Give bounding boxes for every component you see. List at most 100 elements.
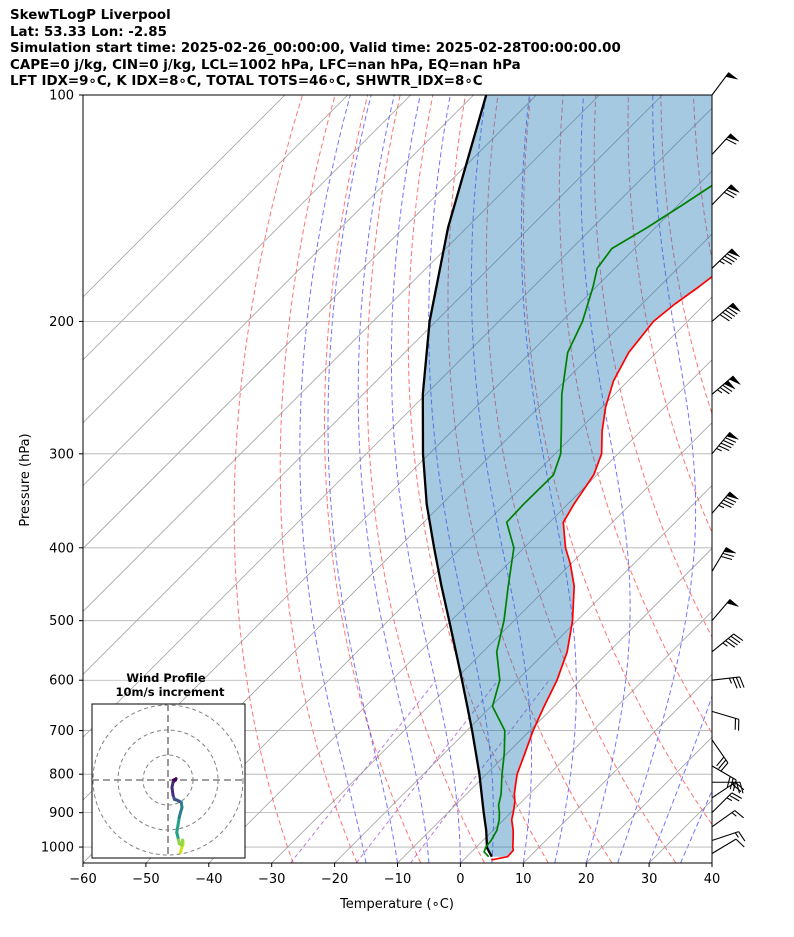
wind-barb (711, 375, 741, 395)
wind-barb-flag (726, 491, 739, 500)
wind-barb (711, 633, 744, 653)
wind-barb-full (738, 831, 746, 842)
wind-barb-flag (725, 72, 738, 80)
wind-barb-flag (723, 547, 736, 554)
dry-adiabat (558, 95, 712, 735)
dry-adiabat (726, 95, 794, 863)
isotherm (83, 95, 286, 298)
isotherm (83, 95, 411, 424)
wind-barb-full (726, 189, 737, 196)
wind-barb-half (734, 832, 739, 838)
y-tick-label: 1000 (41, 841, 74, 856)
wind-barb-full (722, 552, 734, 558)
wind-barb-full (732, 779, 737, 792)
wind-barb-shaft (711, 710, 739, 720)
cape-cin-shading (422, 95, 712, 857)
wind-barb-full (722, 439, 734, 446)
wind-barb-full (716, 756, 725, 767)
wind-barb-shaft (711, 838, 737, 855)
wind-barb (711, 831, 746, 842)
wind-barb (711, 491, 739, 514)
moist-adiabat (357, 95, 430, 863)
axis-ticks: −60 −50 −40 −30 −20 −10 0 10 20 30 40 1000 900 800 700… (41, 89, 720, 888)
wind-barb (711, 838, 745, 855)
wind-barb-half (719, 260, 725, 265)
wind-barb-full (735, 782, 741, 794)
wind-barb (711, 431, 739, 455)
wind-barb-flag (727, 184, 740, 193)
hodograph-subtitle: 10m/s increment (116, 685, 225, 699)
y-axis-label: Pressure (hPa) (18, 433, 33, 526)
x-tick-label: 40 (704, 872, 721, 887)
wind-barb (711, 72, 738, 96)
y-tick-label: 700 (49, 724, 74, 739)
dry-adiabat (522, 95, 712, 826)
title-times: Simulation start time: 2025-02-26_00:00:… (10, 41, 621, 56)
title-block: SkewTLogP Liverpool Lat: 53.33 Lon: -2.8… (10, 8, 621, 91)
wind-barb-full (720, 502, 732, 509)
wind-barb-full (722, 311, 733, 320)
wind-barb (711, 810, 744, 828)
wind-barb-full (726, 776, 731, 788)
isotherm (711, 862, 712, 863)
grid-lines (83, 95, 712, 863)
isotherm (397, 547, 712, 863)
hodograph-inset: Wind Profile 10m/s increment (91, 671, 246, 859)
wind-barb-full (719, 387, 730, 395)
y-tick-label: 800 (49, 768, 74, 783)
isotherm (83, 95, 349, 361)
isotherm (83, 95, 537, 550)
wind-barb-full (724, 255, 735, 263)
wind-barb-flag (727, 133, 740, 142)
x-tick-label: 10 (515, 872, 532, 887)
dry-adiabat (447, 95, 613, 863)
hodograph-title: Wind Profile (126, 671, 206, 685)
wind-barb (711, 302, 741, 322)
wind-barb-full (727, 638, 738, 646)
wind-barb-full (739, 782, 744, 794)
dry-adiabat (279, 95, 358, 863)
wind-barb-full (719, 314, 730, 322)
isotherm (83, 107, 712, 738)
wind-barb-full (718, 445, 730, 451)
temperature-line (491, 275, 712, 861)
wind-barb-half (731, 812, 737, 817)
isotherm (334, 485, 712, 863)
dry-adiabat (759, 95, 794, 863)
wind-barb-full (725, 640, 736, 648)
isotherm (271, 422, 712, 863)
mixing-ratio-line (409, 679, 550, 863)
y-tick-label: 500 (49, 614, 74, 629)
wind-barb-full (725, 437, 737, 443)
mixing-ratio-line (290, 679, 437, 863)
wind-barb-full (722, 384, 733, 393)
wind-barb-shaft (711, 831, 739, 841)
wind-barb (711, 739, 729, 772)
cape-shading (422, 95, 712, 857)
profiles (421, 95, 712, 861)
y-tick-label: 600 (49, 674, 74, 689)
x-tick-label: −10 (384, 872, 411, 887)
isotherm (83, 95, 600, 612)
x-tick-label: −60 (69, 872, 96, 887)
wind-barb (711, 676, 745, 689)
wind-barb-full (727, 307, 738, 315)
dry-adiabat (593, 95, 712, 638)
wind-barb-flag (726, 431, 739, 440)
isotherm (523, 673, 712, 863)
dry-adiabat (324, 95, 422, 863)
wind-barb-full (730, 635, 741, 644)
parcel-line (421, 95, 493, 858)
isotherm (145, 296, 712, 863)
title-indices: LFT IDX=9∘C, K IDX=8∘C, TOTAL TOTS=46∘C,… (10, 74, 483, 89)
wind-barb-full (739, 676, 745, 688)
x-tick-label: −40 (195, 872, 222, 887)
moist-adiabat (299, 95, 367, 863)
wind-barb (711, 765, 737, 792)
background-lines (233, 95, 794, 863)
wind-barb-flag (726, 598, 739, 607)
dewpoint-line (483, 184, 712, 858)
wind-barb-full (724, 309, 736, 317)
wind-barb-shaft (711, 810, 736, 828)
wind-barb-full (721, 258, 733, 265)
